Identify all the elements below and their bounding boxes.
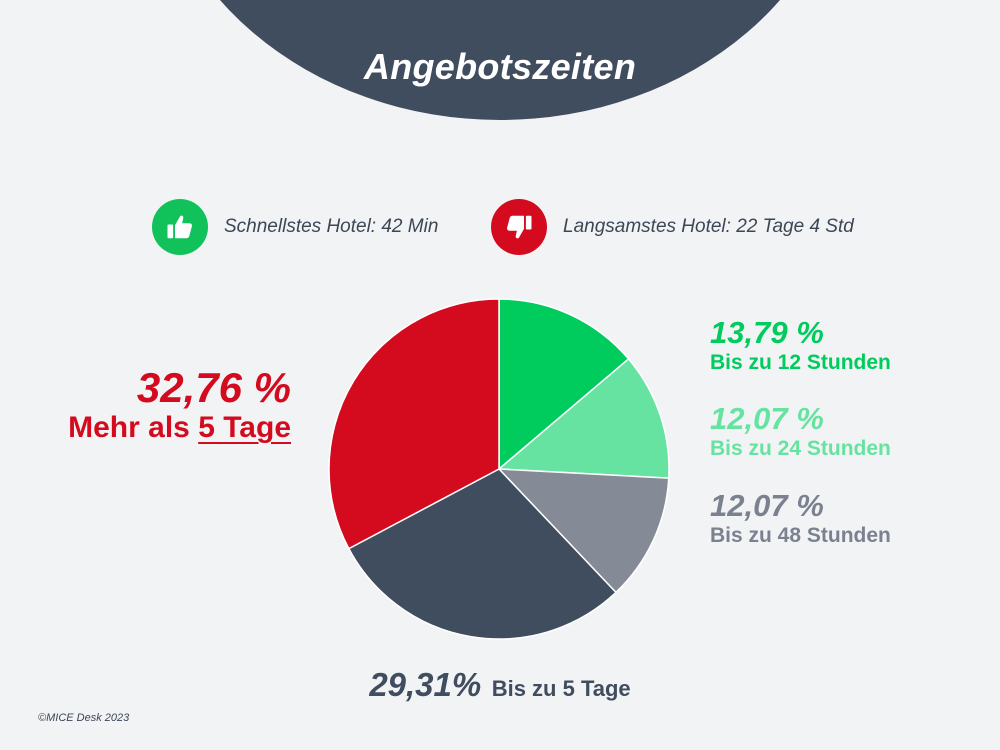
label-12h: 13,79 % Bis zu 12 Stunden: [710, 316, 891, 376]
label-more-than-5d-percent: 32,76 %: [136, 364, 291, 411]
pie-chart: [328, 298, 670, 640]
label-more-than-5d-prefix: Mehr als: [68, 411, 199, 444]
label-5d-percent: 29,31%: [369, 666, 482, 703]
pie-slice-2: [497, 468, 670, 594]
label-12h-description: Bis zu 12 Stunden: [710, 351, 891, 374]
pie-slice-4: [328, 298, 500, 550]
pie-slice-1: [497, 357, 670, 479]
pie-slice-3: [347, 468, 617, 640]
thumbs-down-badge: [491, 199, 547, 255]
thumbs-up-badge: [152, 199, 208, 255]
pie-slice-0: [498, 298, 630, 471]
label-12h-percent: 13,79 %: [710, 315, 824, 350]
fastest-hotel-stat: Schnellstes Hotel: 42 Min: [152, 199, 438, 255]
slowest-hotel-text: Langsamstes Hotel: 22 Tage 4 Std: [563, 216, 854, 237]
label-more-than-5d-description: Mehr als 5 Tage: [68, 410, 291, 446]
fastest-hotel-text: Schnellstes Hotel: 42 Min: [224, 216, 439, 237]
thumbs-down-icon: [507, 215, 532, 239]
label-more-than-5d: 32,76 % Mehr als 5 Tage: [68, 366, 291, 446]
label-48h-percent: 12,07 %: [710, 488, 824, 523]
label-24h: 12,07 % Bis zu 24 Stunden: [710, 402, 891, 462]
label-5d-description: Bis zu 5 Tage: [491, 676, 631, 701]
label-48h-description: Bis zu 48 Stunden: [710, 524, 891, 547]
page-title: Angebotszeiten: [363, 46, 637, 87]
copyright-text: ©MICE Desk 2023: [38, 712, 130, 724]
label-48h: 12,07 % Bis zu 48 Stunden: [710, 489, 891, 549]
thumbs-up-icon: [167, 215, 192, 239]
label-5d: 29,31% Bis zu 5 Tage: [0, 668, 1000, 702]
label-24h-percent: 12,07 %: [710, 401, 824, 436]
label-24h-description: Bis zu 24 Stunden: [710, 437, 891, 460]
slowest-hotel-stat: Langsamstes Hotel: 22 Tage 4 Std: [491, 199, 854, 255]
label-more-than-5d-underlined: 5 Tage: [198, 411, 291, 444]
